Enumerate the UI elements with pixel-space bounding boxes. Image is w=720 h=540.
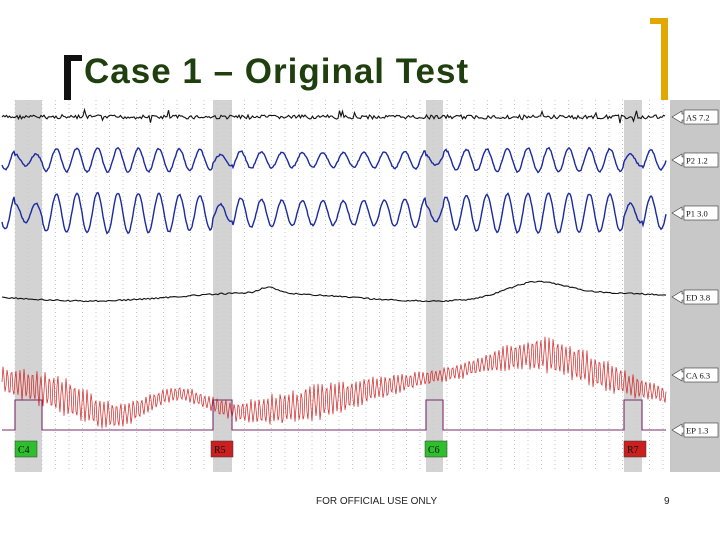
question-window-1 xyxy=(15,100,42,472)
channel-label-box-ep xyxy=(683,422,719,438)
page-number: 9 xyxy=(664,496,670,507)
channel-label-ep: EP 1.3 xyxy=(686,426,708,436)
question-marker-r7 xyxy=(623,440,647,458)
channel-label-box-ca xyxy=(683,367,719,383)
channel-label-ed: ED 3.8 xyxy=(686,293,710,303)
question-marker-label-r7: R7 xyxy=(627,445,639,456)
trace-as xyxy=(1,107,666,124)
channel-label-box-p1 xyxy=(683,205,719,221)
channel-label-box-p2 xyxy=(683,152,719,168)
channel-label-p1: P1 3.0 xyxy=(686,209,708,219)
trace-ca xyxy=(1,336,667,429)
channel-label-box-as xyxy=(683,109,719,125)
channel-label-as: AS 7.2 xyxy=(686,113,710,123)
right-bracket-top xyxy=(650,18,668,24)
question-marker-c6 xyxy=(424,440,448,458)
trace-ed xyxy=(1,280,667,303)
question-marker-label-c4: C4 xyxy=(18,445,30,456)
question-window-2 xyxy=(213,100,232,472)
footer-classification: FOR OFFICIAL USE ONLY xyxy=(316,496,438,507)
trace-ep xyxy=(2,399,666,431)
channel-label-p2: P2 1.2 xyxy=(686,156,708,166)
channel-label-ca: CA 6.3 xyxy=(686,371,710,381)
trace-p2 xyxy=(1,146,667,174)
channel-label-box-ed xyxy=(683,289,719,305)
slide-title: Case 1 – Original Test xyxy=(84,52,470,91)
trace-p1 xyxy=(1,191,667,235)
question-marker-r5 xyxy=(210,440,234,458)
left-bracket-top xyxy=(64,55,82,61)
right-bracket-vertical xyxy=(661,18,668,102)
polygraph-chart: AS 7.2 P2 1.2 P1 3.0 ED 3.8 CA 6.3 EP 1.3 C4 R5… xyxy=(1,100,720,472)
question-marker-label-r5: R5 xyxy=(214,445,226,456)
question-marker-label-c6: C6 xyxy=(428,445,440,456)
question-window-3 xyxy=(426,100,443,472)
left-bracket-vertical xyxy=(64,55,71,102)
question-marker-c4 xyxy=(14,440,38,458)
